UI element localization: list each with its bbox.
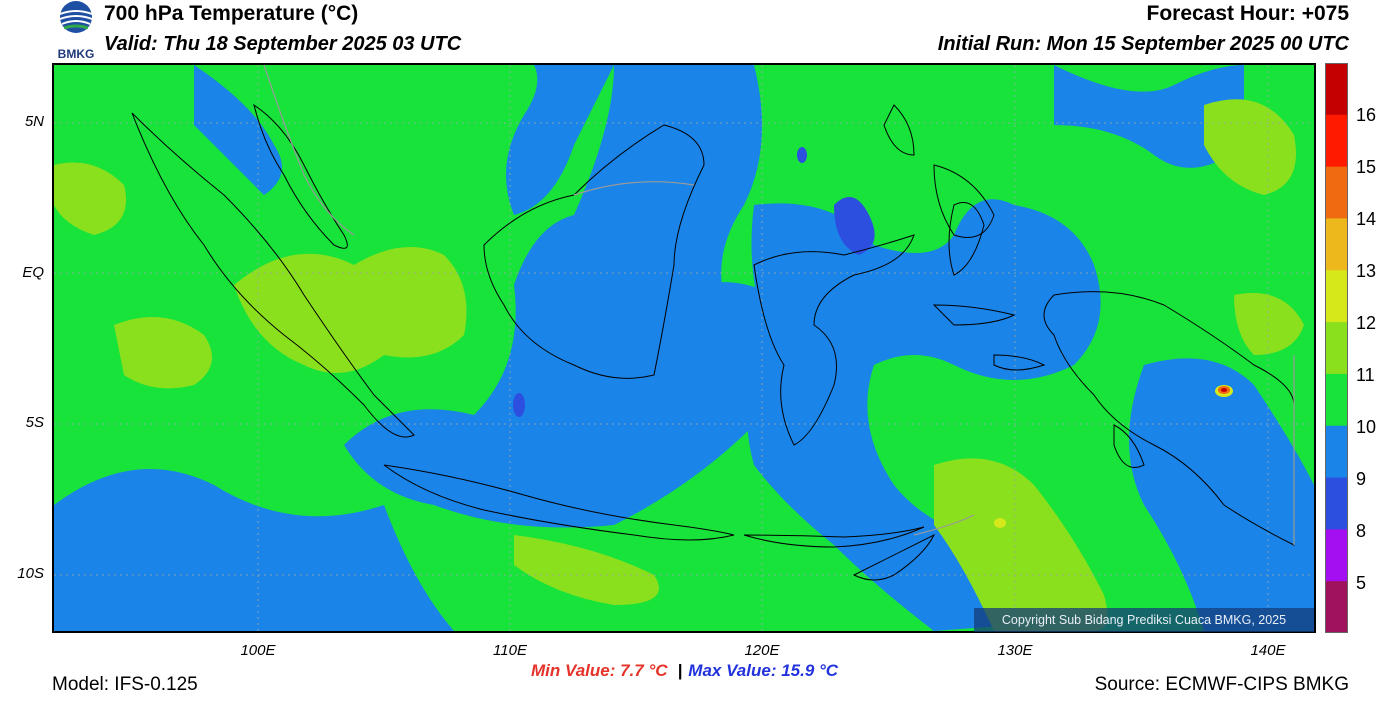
- colorbar-segment: [1325, 581, 1348, 634]
- copyright-notice: Copyright Sub Bidang Prediksi Cuaca BMKG…: [974, 608, 1314, 632]
- colorbar-label-8: 8: [1356, 521, 1367, 541]
- initial-run: Initial Run: Mon 15 September 2025 00 UT…: [937, 33, 1349, 55]
- colorbar-label-5: 5: [1356, 573, 1367, 593]
- colorbar-segment: [1325, 373, 1348, 427]
- model-name: Model: IFS-0.125: [52, 674, 198, 695]
- colorbar-segment: [1325, 529, 1348, 582]
- logo-text: BMKG: [58, 47, 95, 61]
- lon-label-120e: 120E: [744, 642, 780, 659]
- colorbar-label-10: 10: [1356, 417, 1377, 437]
- colorbar-label-13: 13: [1356, 261, 1377, 281]
- temp-zone-9-10: [54, 65, 1314, 631]
- lat-label-eq: EQ: [22, 264, 44, 281]
- lat-label-5s: 5S: [25, 414, 44, 431]
- forecast-hour: Forecast Hour: +075: [1146, 2, 1350, 25]
- colorbar-segment: [1325, 477, 1348, 530]
- map-gridlines: [54, 65, 1314, 631]
- valid-time: Valid: Thu 18 September 2025 03 UTC: [104, 33, 462, 55]
- colorbar-segment: [1325, 425, 1348, 479]
- temp-max-spot: [1218, 386, 1230, 394]
- colorbar-segment: [1325, 322, 1348, 375]
- lon-label-130e: 130E: [997, 642, 1033, 659]
- data-source: Source: ECMWF-CIPS BMKG: [1094, 674, 1349, 695]
- lon-label-140e: 140E: [1250, 642, 1286, 659]
- coastlines: [131, 103, 1295, 581]
- colorbar-label-9: 9: [1356, 469, 1367, 489]
- max-value: Max Value: 15.9 °C: [688, 661, 839, 680]
- colorbar-label-14: 14: [1356, 209, 1377, 229]
- colorbar-segment: [1325, 114, 1348, 168]
- lat-label-10s: 10S: [17, 565, 44, 582]
- colorbar-label-15: 15: [1356, 157, 1377, 177]
- colorbar: [1325, 63, 1348, 634]
- borders: [263, 65, 1295, 545]
- minmax-separator: |: [677, 661, 683, 680]
- colorbar-segment: [1325, 63, 1348, 116]
- colorbar-label-16: 16: [1356, 105, 1377, 125]
- lon-label-110e: 110E: [493, 642, 527, 659]
- lon-label-100e: 100E: [240, 642, 276, 659]
- colorbar-segment: [1325, 218, 1348, 271]
- min-max-values: Min Value: 7.7 °C | Max Value: 15.9 °C: [531, 661, 838, 681]
- min-value: Min Value: 7.7 °C: [531, 661, 668, 680]
- colorbar-label-12: 12: [1356, 313, 1377, 333]
- temperature-map: [52, 63, 1316, 633]
- colorbar-label-11: 11: [1356, 365, 1375, 385]
- temp-zone-8-9: [513, 147, 875, 417]
- colorbar-segment: [1325, 166, 1348, 219]
- colorbar-segment: [1325, 270, 1348, 323]
- map-title: 700 hPa Temperature (°C): [104, 2, 359, 25]
- lat-label-5n: 5N: [24, 113, 44, 130]
- bmkg-logo: BMKG: [52, 0, 100, 62]
